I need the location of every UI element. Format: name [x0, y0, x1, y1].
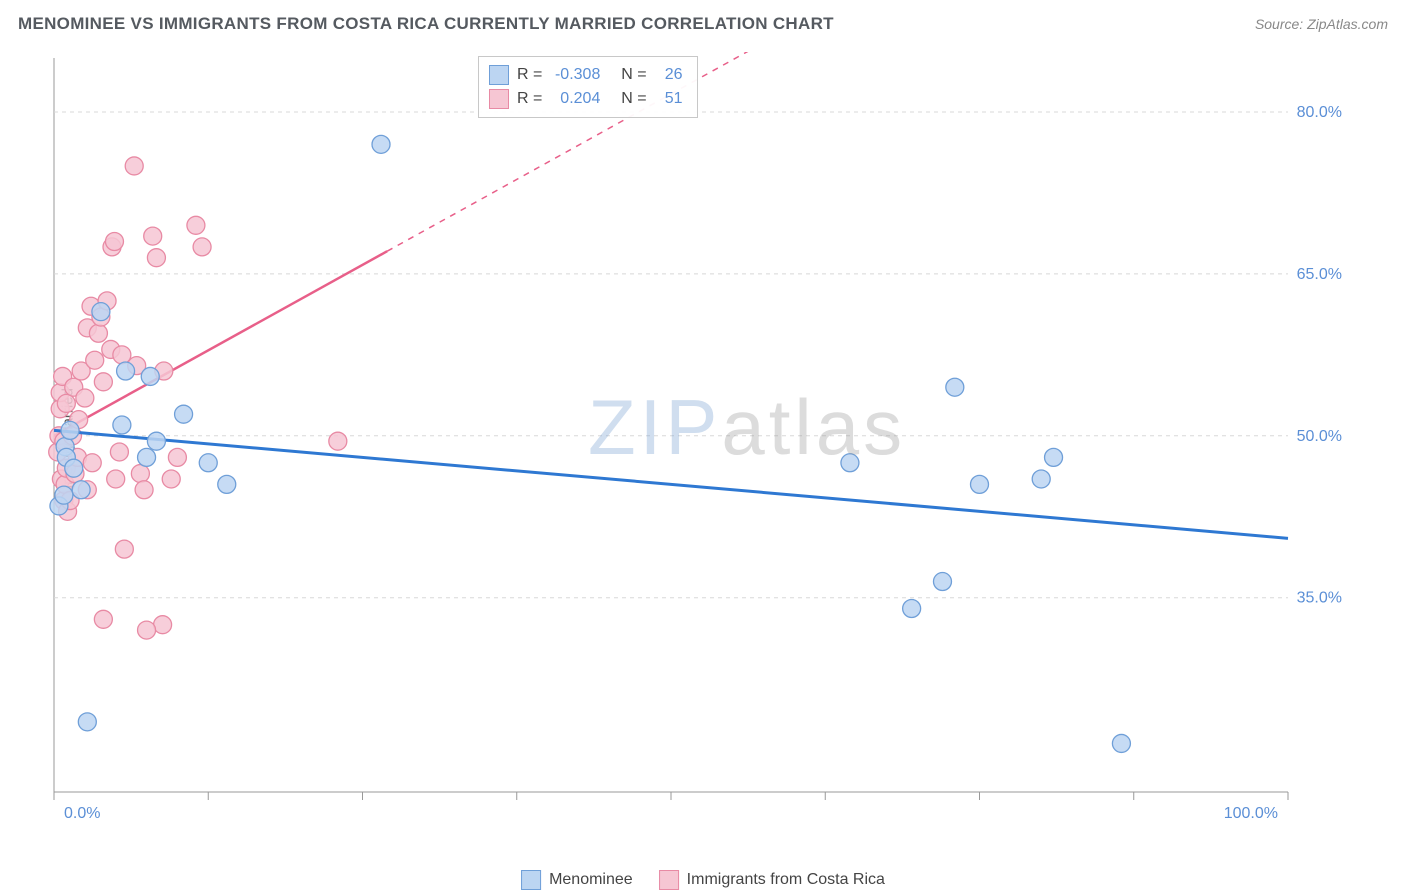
data-point [110, 443, 128, 461]
legend-swatch [489, 89, 509, 109]
data-point [83, 454, 101, 472]
correlation-legend: R =-0.308 N =26 R =0.204 N =51 [478, 56, 698, 118]
data-point [65, 459, 83, 477]
data-point [78, 713, 96, 731]
data-point [1112, 734, 1130, 752]
data-point [199, 454, 217, 472]
x-tick-label: 100.0% [1224, 805, 1278, 822]
data-point [1032, 470, 1050, 488]
data-point [125, 157, 143, 175]
data-point [903, 600, 921, 618]
legend-item: Immigrants from Costa Rica [659, 870, 885, 890]
data-point [117, 362, 135, 380]
data-point [162, 470, 180, 488]
data-point [55, 486, 73, 504]
scatter-plot: 35.0% 50.0% 65.0% 80.0% 0.0% 100.0% [48, 52, 1348, 822]
legend-label: Immigrants from Costa Rica [687, 871, 885, 889]
legend-swatch [521, 870, 541, 890]
legend-swatch [489, 65, 509, 85]
data-point [86, 351, 104, 369]
data-point [147, 249, 165, 267]
y-tick-label: 50.0% [1297, 428, 1342, 445]
legend-stats: R =0.204 N =51 [517, 90, 683, 108]
data-point [154, 616, 172, 634]
legend-row: R =-0.308 N =26 [489, 63, 683, 87]
data-point [372, 135, 390, 153]
data-point [72, 481, 90, 499]
data-point [92, 303, 110, 321]
data-point [946, 378, 964, 396]
data-point [57, 394, 75, 412]
data-point [841, 454, 859, 472]
legend-item: Menominee [521, 870, 633, 890]
data-point [135, 481, 153, 499]
data-point [329, 432, 347, 450]
data-point [113, 416, 131, 434]
data-point [175, 405, 193, 423]
series-legend: Menominee Immigrants from Costa Rica [521, 870, 885, 890]
x-tick-label: 0.0% [64, 805, 100, 822]
data-point [147, 432, 165, 450]
y-tick-label: 80.0% [1297, 104, 1342, 121]
data-point [187, 216, 205, 234]
data-point [168, 448, 186, 466]
data-point [94, 610, 112, 628]
legend-row: R =0.204 N =51 [489, 87, 683, 111]
data-point [1045, 448, 1063, 466]
data-point [138, 621, 156, 639]
data-point [107, 470, 125, 488]
data-point [144, 227, 162, 245]
source-label: Source: ZipAtlas.com [1255, 16, 1388, 32]
data-point [61, 421, 79, 439]
data-point [218, 475, 236, 493]
data-point [138, 448, 156, 466]
data-point [193, 238, 211, 256]
data-point [115, 540, 133, 558]
legend-label: Menominee [549, 871, 633, 889]
data-point [141, 367, 159, 385]
data-point [971, 475, 989, 493]
legend-stats: R =-0.308 N =26 [517, 66, 683, 84]
chart-area: 35.0%50.0%65.0%80.0%0.0%100.0% ZIPatlas … [48, 52, 1348, 822]
y-tick-label: 65.0% [1297, 266, 1342, 283]
chart-title: MENOMINEE VS IMMIGRANTS FROM COSTA RICA … [18, 14, 834, 34]
data-point [131, 465, 149, 483]
y-tick-label: 35.0% [1297, 590, 1342, 607]
data-point [89, 324, 107, 342]
data-point [94, 373, 112, 391]
legend-swatch [659, 870, 679, 890]
data-point [76, 389, 94, 407]
header: MENOMINEE VS IMMIGRANTS FROM COSTA RICA … [0, 0, 1406, 44]
data-point [105, 233, 123, 251]
data-point [933, 573, 951, 591]
